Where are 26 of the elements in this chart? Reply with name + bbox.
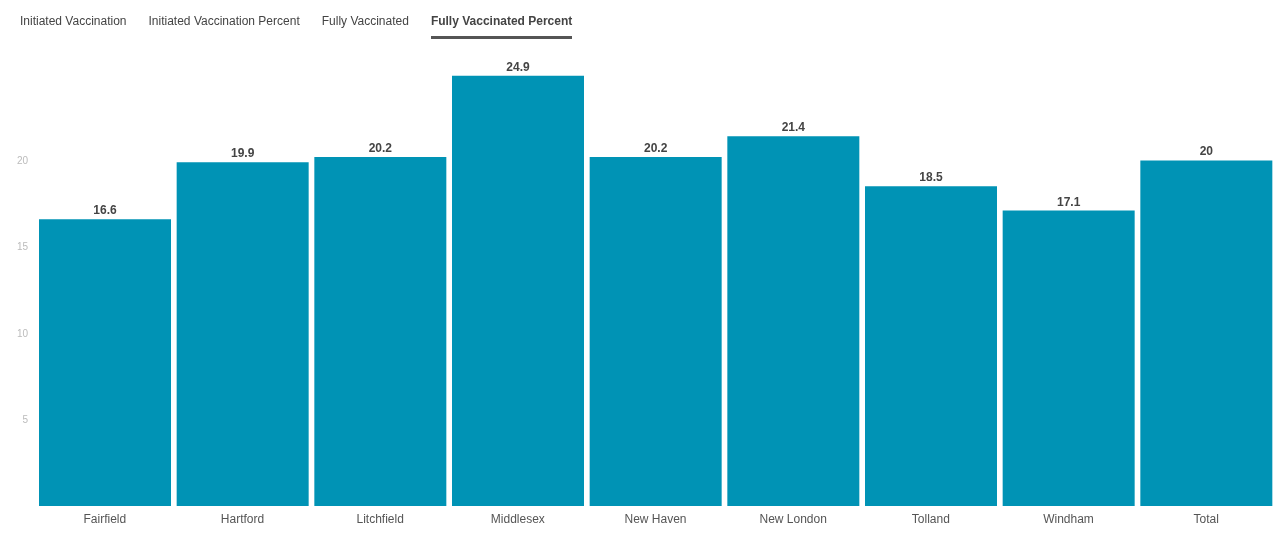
y-tick-label: 5 bbox=[22, 414, 29, 426]
data-label: 24.9 bbox=[506, 59, 530, 74]
text: Fully Vaccinated bbox=[321, 14, 409, 30]
text: Initiated Vaccination Percent bbox=[148, 14, 300, 30]
x-tick-label: New London bbox=[759, 511, 827, 526]
x-tick-label: Tolland bbox=[911, 511, 950, 526]
x-tick-label: Windham bbox=[1043, 511, 1094, 526]
data-label: 19.9 bbox=[230, 146, 255, 161]
x-tick-label: Middlesex bbox=[490, 511, 545, 526]
data-label: 20.2 bbox=[643, 140, 668, 155]
data-label: 18.5 bbox=[919, 170, 943, 185]
x-tick-label: Litchfield bbox=[356, 511, 404, 526]
y-tick-label: 15 bbox=[16, 241, 29, 253]
text: Fully Vaccinated Percent bbox=[430, 14, 573, 39]
x-tick-label: Total bbox=[1193, 511, 1219, 526]
text: Initiated Vaccination bbox=[20, 14, 127, 30]
y-tick-label: 10 bbox=[16, 327, 29, 339]
data-label: 21.4 bbox=[781, 120, 806, 135]
x-tick-label: Hartford bbox=[220, 511, 265, 526]
data-label: 17.1 bbox=[1056, 194, 1081, 209]
data-label: 16.6 bbox=[93, 203, 117, 218]
data-label: 20 bbox=[1199, 144, 1214, 159]
y-tick-label: 20 bbox=[16, 154, 29, 166]
data-label: 20.2 bbox=[368, 140, 393, 155]
x-tick-label: Fairfield bbox=[83, 511, 127, 526]
x-tick-label: New Haven bbox=[624, 511, 687, 526]
